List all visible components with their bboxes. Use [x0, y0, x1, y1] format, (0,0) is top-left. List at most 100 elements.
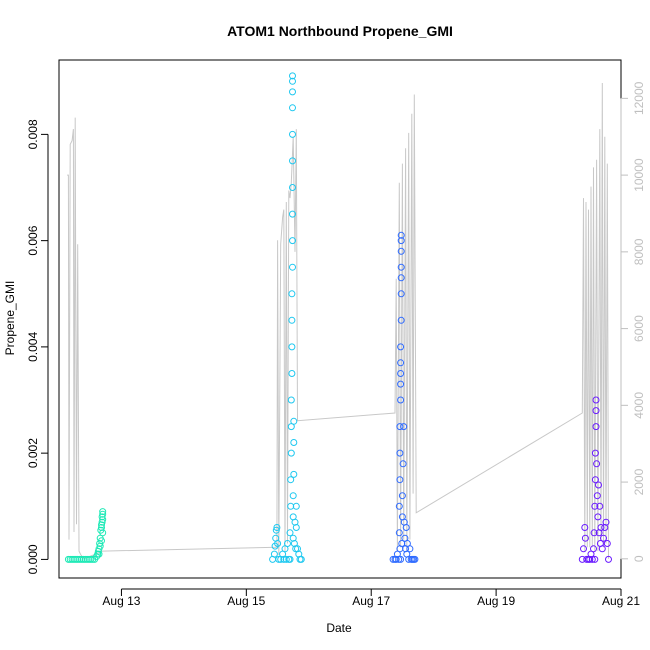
data-point [395, 502, 403, 510]
data-point [289, 534, 297, 542]
data-point [290, 439, 298, 446]
data-point [601, 524, 609, 531]
data-point [397, 316, 405, 324]
data-point [588, 555, 596, 563]
x-tick-label: Aug 13 [102, 594, 140, 608]
data-point [292, 502, 300, 510]
data-point [397, 359, 405, 367]
x-tick-label: Aug 19 [477, 594, 515, 608]
data-point [581, 534, 589, 542]
data-point [594, 513, 602, 521]
data-point [397, 370, 405, 377]
data-point [289, 77, 296, 85]
data-point [396, 476, 404, 484]
data-point [272, 526, 280, 534]
data-point [99, 510, 107, 518]
data-point [275, 555, 283, 563]
data-point [292, 524, 300, 531]
data-point [290, 470, 298, 478]
data-point [591, 502, 599, 510]
y-axis-label: Propene_GMI [3, 281, 17, 356]
data-point [397, 343, 405, 351]
data-point [289, 104, 296, 112]
data-point [392, 555, 400, 563]
data-point [597, 524, 605, 531]
data-point [398, 492, 406, 500]
data-point [95, 550, 103, 558]
data-point [289, 88, 296, 96]
data-point [290, 417, 298, 425]
data-point [400, 423, 408, 431]
data-point [603, 540, 611, 547]
data-point [270, 550, 278, 558]
data-point [274, 540, 282, 547]
data-point [397, 247, 405, 255]
points-layer [64, 72, 612, 563]
data-point [596, 502, 604, 510]
data-point [286, 555, 294, 563]
data-point [595, 481, 602, 489]
data-point [592, 423, 600, 431]
y2-tick-label: 2000 [632, 468, 646, 495]
y2-tick-label: 4000 [632, 392, 646, 419]
data-point [289, 492, 297, 500]
data-point [286, 529, 294, 537]
data-point [399, 460, 407, 468]
data-point [273, 524, 281, 531]
data-point [396, 423, 404, 431]
data-point [592, 396, 600, 404]
data-point [99, 508, 107, 516]
plot-frame [58, 59, 622, 579]
data-point [406, 545, 414, 553]
data-point [397, 396, 405, 404]
chart-title: ATOM1 Northbound Propene_GMI [227, 23, 453, 39]
data-point [289, 237, 296, 245]
data-point [284, 540, 291, 547]
data-point [581, 524, 589, 531]
y-tick-label: 0.006 [26, 225, 40, 255]
data-point [591, 476, 599, 484]
data-point [289, 263, 296, 271]
data-point [98, 518, 106, 526]
data-point [605, 555, 612, 563]
data-point [395, 555, 403, 563]
data-point [598, 545, 606, 553]
y2-tick-label: 12000 [632, 81, 646, 115]
data-point [87, 555, 95, 563]
data-point [580, 545, 587, 553]
data-point [600, 534, 607, 542]
x-tick-label: Aug 17 [352, 594, 390, 608]
secondary-series-line [67, 82, 609, 560]
data-point [397, 237, 405, 245]
data-point [282, 555, 290, 563]
data-point [591, 555, 599, 563]
y2-tick-label: 6000 [632, 315, 646, 342]
data-point [289, 157, 296, 165]
x-axis-label: Date [326, 621, 352, 635]
data-point [288, 343, 296, 351]
data-point [289, 72, 296, 80]
data-point [287, 449, 295, 457]
y2-tick-label: 10000 [632, 158, 646, 192]
data-point [288, 316, 296, 324]
data-point [96, 542, 104, 550]
axes: 0.000 0.002 0.004 0.006 0.008 Aug 13 Aug 15 Aug… [26, 81, 646, 608]
data-point [288, 290, 296, 298]
data-point [397, 274, 405, 282]
y-tick-label: 0.004 [26, 332, 40, 362]
y-tick-label: 0.000 [26, 544, 40, 574]
data-point [586, 555, 594, 563]
data-point [402, 524, 410, 531]
data-point [98, 524, 105, 531]
data-point [98, 521, 105, 529]
y2-tick-label: 0 [632, 555, 646, 562]
data-point [592, 407, 600, 415]
x-tick-label: Aug 15 [227, 594, 265, 608]
data-point [590, 529, 598, 537]
x-tick-label: Aug 21 [602, 594, 640, 608]
y2-tick-label: 8000 [632, 238, 646, 265]
data-point [602, 518, 610, 526]
data-point [287, 396, 295, 404]
data-point [593, 460, 601, 468]
